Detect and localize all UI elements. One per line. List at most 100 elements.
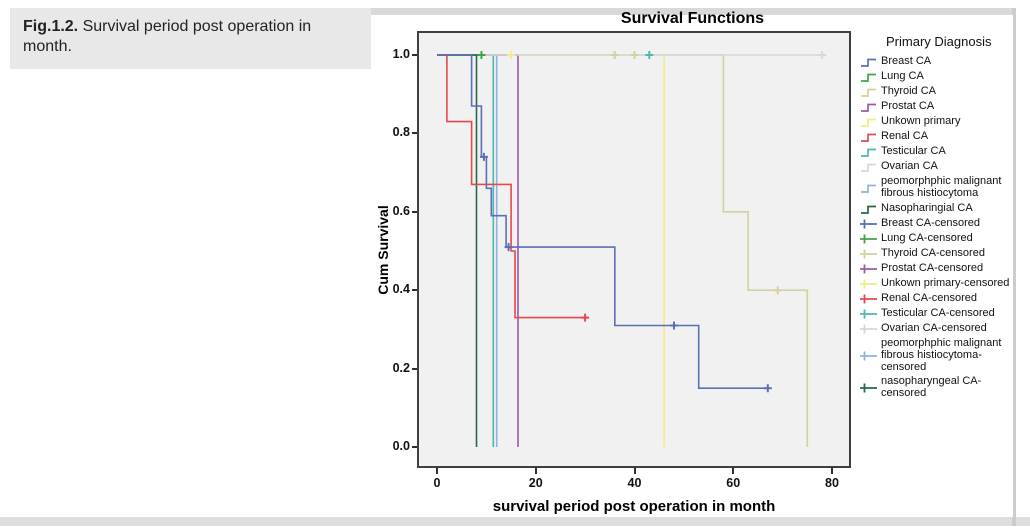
legend-entry: Prostat CA bbox=[860, 100, 1013, 113]
y-tick-label: 0.6 bbox=[392, 203, 410, 218]
legend-entry-label: Unkown primary bbox=[881, 115, 961, 128]
page-top-divider bbox=[10, 8, 1016, 15]
y-tick-mark bbox=[412, 54, 417, 56]
x-tick-label: 40 bbox=[627, 476, 642, 490]
legend-entry: Testicular CA-censored bbox=[860, 306, 1013, 320]
y-tick-mark bbox=[412, 132, 417, 135]
figure-caption-label: Fig.1.2. bbox=[23, 18, 79, 35]
legend-entry-label: Renal CA bbox=[881, 130, 929, 143]
legend-entry-label: Breast CA-censored bbox=[881, 216, 981, 229]
legend-entry-label: Prostat CA bbox=[881, 100, 935, 113]
legend-entry-label: nasopharyngeal CA-censored bbox=[881, 375, 982, 400]
censored-mark-breast-ca bbox=[763, 384, 772, 393]
legend-entry: Unkown primary bbox=[860, 115, 1013, 128]
curve-renal-ca bbox=[437, 54, 586, 319]
censored-mark-breast-ca bbox=[504, 243, 513, 252]
legend-curve-swatch-icon bbox=[861, 118, 876, 127]
y-tick-mark bbox=[412, 210, 417, 213]
legend-entry-label: Unkown primary-censored bbox=[881, 276, 1010, 289]
legend-curve-swatch-icon bbox=[861, 73, 876, 82]
legend-curve-swatch-icon bbox=[861, 163, 876, 172]
legend-entry-label: peomorphphic malignant fibrous histiocyt… bbox=[881, 175, 1002, 199]
legend-censored-mark-icon bbox=[860, 219, 877, 229]
legend-entry: Lung CA bbox=[860, 70, 1013, 83]
legend-entry-label: peomorphphic malignant fibrous histiocyt… bbox=[881, 336, 1002, 373]
legend: Primary Diagnosis Breast CA Lung CA Thyroi… bbox=[860, 34, 1013, 403]
legend-entry-label: Prostat CA-censored bbox=[881, 261, 984, 274]
legend-entry-label: Testicular CA-censored bbox=[881, 306, 995, 319]
censored-mark-ovarian-ca bbox=[818, 51, 827, 59]
x-tick-mark bbox=[831, 468, 833, 474]
x-tick-label: 80 bbox=[825, 476, 839, 490]
y-tick-mark bbox=[412, 289, 417, 292]
legend-entry: Testicular CA bbox=[860, 145, 1013, 158]
survival-chart-figure: Survival Functions survival period post … bbox=[372, 10, 1013, 517]
legend-curve-swatch-icon bbox=[861, 88, 876, 97]
legend-curve-swatch-icon bbox=[861, 184, 876, 193]
x-tick-mark bbox=[436, 468, 438, 474]
legend-entries: Breast CA Lung CA Thyroid CA Prostat CA Unko… bbox=[860, 55, 1013, 400]
legend-entry-label: Ovarian CA bbox=[881, 160, 938, 173]
legend-entry-label: Thyroid CA bbox=[881, 85, 937, 98]
y-tick-label: 0.4 bbox=[392, 282, 410, 297]
legend-curve-swatch-icon bbox=[861, 205, 876, 214]
legend-entry-label: Breast CA bbox=[881, 55, 932, 68]
legend-entry: Ovarian CA bbox=[860, 160, 1013, 173]
x-tick-mark bbox=[633, 468, 636, 474]
legend-censored-mark-icon bbox=[860, 324, 877, 334]
x-tick-label: 60 bbox=[726, 476, 741, 490]
legend-entry-label: Testicular CA bbox=[881, 145, 946, 158]
censored-mark-renal-ca bbox=[581, 313, 590, 322]
legend-entry: Lung CA-censored bbox=[860, 231, 1013, 245]
censored-mark-testicular-ca bbox=[645, 51, 654, 59]
x-tick-mark bbox=[732, 468, 735, 474]
legend-censored-mark-icon bbox=[860, 383, 877, 393]
y-tick-label: 1.0 bbox=[392, 47, 410, 61]
y-tick-mark bbox=[412, 367, 417, 370]
y-tick-mark bbox=[412, 446, 417, 448]
legend-censored-mark-icon bbox=[860, 294, 877, 304]
legend-entry-label: Lung CA-censored bbox=[881, 231, 973, 244]
legend-entry: Renal CA-censored bbox=[860, 292, 1013, 305]
censored-mark-thyroid-ca bbox=[773, 286, 782, 295]
legend-censored-mark-icon bbox=[860, 249, 877, 259]
censored-mark-unkown-primary bbox=[507, 51, 516, 59]
x-tick-label: 20 bbox=[528, 476, 543, 490]
legend-entry: Unkown primary-censored bbox=[860, 276, 1013, 290]
legend-entry: Renal CA bbox=[860, 130, 1013, 143]
figure-caption: Fig.1.2. Survival period post operation … bbox=[10, 8, 371, 69]
legend-curve-swatch-icon bbox=[861, 133, 876, 142]
censored-mark-lung-ca bbox=[477, 51, 486, 59]
censored-mark-breast-ca bbox=[479, 152, 488, 161]
legend-entry: peomorphphic malignant fibrous histiocyt… bbox=[860, 336, 1013, 374]
x-axis-title: survival period post operation in month bbox=[492, 498, 776, 515]
plot-background bbox=[417, 31, 851, 468]
legend-censored-mark-icon bbox=[860, 351, 877, 361]
legend-entry: Breast CA bbox=[860, 55, 1013, 68]
censored-mark-thyroid-ca bbox=[630, 51, 639, 59]
legend-entry: nasopharyngeal CA-censored bbox=[860, 375, 1013, 400]
legend-entry-label: Thyroid CA-censored bbox=[881, 246, 985, 259]
legend-censored-mark-icon bbox=[860, 234, 877, 244]
legend-entry: Thyroid CA bbox=[860, 85, 1013, 98]
y-tick-label: 0.2 bbox=[392, 360, 410, 375]
plot-area bbox=[417, 31, 851, 468]
legend-entry-label: Lung CA bbox=[881, 70, 924, 83]
legend-entry: Prostat CA-censored bbox=[860, 261, 1013, 275]
legend-censored-mark-icon bbox=[860, 264, 877, 274]
y-tick-label: 0.0 bbox=[392, 439, 410, 453]
legend-censored-mark-icon bbox=[860, 279, 877, 289]
figure-right-border bbox=[1012, 8, 1016, 526]
x-tick-mark bbox=[534, 468, 537, 474]
legend-curve-swatch-icon bbox=[861, 103, 876, 112]
legend-entry: Breast CA-censored bbox=[860, 216, 1013, 230]
legend-entry-label: Ovarian CA-censored bbox=[881, 321, 987, 334]
legend-entry: Ovarian CA-censored bbox=[860, 321, 1013, 335]
legend-censored-mark-icon bbox=[860, 309, 877, 319]
legend-curve-swatch-icon bbox=[861, 58, 876, 67]
figure-caption-text: Survival period post operation in month. bbox=[23, 18, 312, 56]
legend-entry-label: Nasopharingial CA bbox=[881, 201, 973, 214]
page-bottom-divider bbox=[0, 517, 1030, 526]
y-tick-label: 0.8 bbox=[392, 125, 410, 140]
censored-mark-breast-ca bbox=[670, 321, 678, 330]
